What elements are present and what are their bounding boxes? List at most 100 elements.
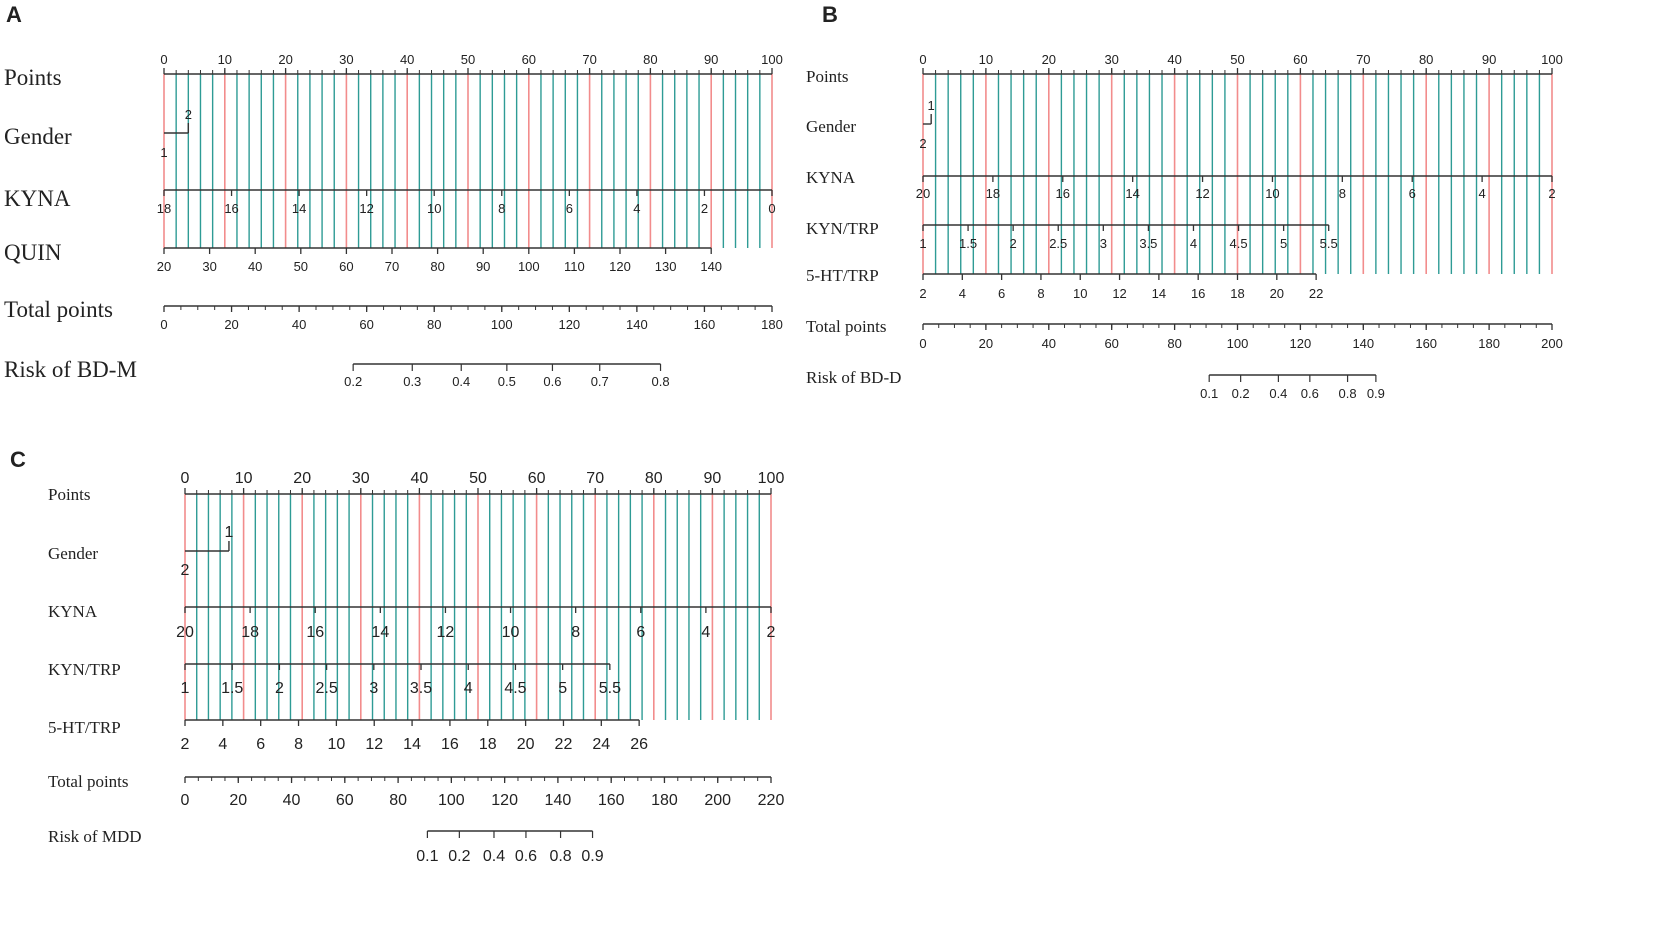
- kyn-trp-tick-label: 3: [1100, 236, 1107, 251]
- row-points: Points 0 10 20 30 40 50 60 70 80 90 100: [48, 470, 784, 504]
- kyna-tick-label: 20: [916, 186, 930, 201]
- row-risk-of-mdd: Risk of MDD 0.1 0.2 0.4 0.6 0.8 0.9: [48, 827, 604, 865]
- quin-tick-label: 80: [430, 259, 444, 274]
- total-points-tick-label: 180: [1478, 336, 1500, 351]
- points-tick-label: 0: [181, 470, 190, 487]
- kyna-tick-label: 8: [1339, 186, 1346, 201]
- panel-label-c: C: [10, 447, 26, 472]
- points-tick-label: 90: [1482, 52, 1496, 67]
- gender-category-label: 1: [160, 145, 167, 160]
- kyna-tick-label: 2: [1548, 186, 1555, 201]
- points-tick-label: 100: [1541, 52, 1563, 67]
- row-label: Points: [806, 67, 849, 86]
- total-points-tick-label: 120: [1290, 336, 1312, 351]
- quin-tick-label: 100: [518, 259, 540, 274]
- points-tick-label: 80: [1419, 52, 1433, 67]
- panel-label-a: A: [6, 2, 22, 27]
- quin-tick-label: 130: [655, 259, 677, 274]
- kyn-trp-tick-label: 3.5: [1139, 236, 1157, 251]
- risk-tick-label: 0.8: [549, 848, 571, 865]
- risk-tick-label: 0.6: [543, 374, 561, 389]
- row-total-points: Total points 0 20 40 60 80 100 120 140 160 180: [4, 297, 783, 332]
- points-tick-label: 0: [919, 52, 926, 67]
- 5-ht-trp-tick-label: 24: [592, 736, 610, 753]
- kyn-trp-tick-label: 4: [464, 680, 473, 697]
- grid-lines: [163, 74, 773, 248]
- total-points-tick-label: 120: [558, 317, 580, 332]
- kyn-trp-tick-label: 4.5: [504, 680, 526, 697]
- row-label: Risk of BD-M: [4, 357, 137, 382]
- row-label: Total points: [4, 297, 113, 322]
- risk-tick-label: 0.4: [483, 848, 505, 865]
- quin-tick-label: 20: [157, 259, 171, 274]
- row-risk-of-bd-d: Risk of BD-D 0.1 0.2 0.4 0.6 0.8 0.9: [806, 368, 1385, 401]
- gender-category-label: 2: [185, 107, 192, 122]
- total-points-tick-label: 0: [160, 317, 167, 332]
- points-tick-label: 100: [758, 470, 785, 487]
- risk-tick-label: 0.9: [1367, 386, 1385, 401]
- kyn-trp-tick-label: 1: [919, 236, 926, 251]
- total-points-tick-label: 160: [598, 792, 625, 809]
- total-points-tick-label: 20: [979, 336, 993, 351]
- points-tick-label: 30: [352, 470, 370, 487]
- quin-tick-label: 40: [248, 259, 262, 274]
- quin-tick-label: 90: [476, 259, 490, 274]
- points-tick-label: 40: [1167, 52, 1181, 67]
- points-tick-label: 70: [586, 470, 604, 487]
- row-label: KYNA: [48, 602, 98, 621]
- gender-category-label: 1: [928, 98, 935, 113]
- total-points-tick-label: 220: [758, 792, 785, 809]
- 5-ht-trp-tick-label: 6: [998, 286, 1005, 301]
- points-tick-label: 50: [461, 52, 475, 67]
- gender-category-label: 1: [224, 524, 233, 541]
- kyn-trp-tick-label: 4.5: [1230, 236, 1248, 251]
- points-tick-label: 40: [411, 470, 429, 487]
- quin-tick-label: 140: [700, 259, 722, 274]
- risk-tick-label: 0.5: [498, 374, 516, 389]
- points-tick-label: 60: [528, 470, 546, 487]
- points-tick-label: 60: [522, 52, 536, 67]
- row-label: Total points: [806, 317, 887, 336]
- row-total-points: Total points 0 20 40 60 80 100 120 140 160 180 200 2…: [48, 772, 784, 809]
- risk-tick-label: 0.7: [591, 374, 609, 389]
- row-kyna: KYNA 18 16 14 12 10 8 6 4 2 0: [4, 186, 776, 216]
- points-tick-label: 70: [582, 52, 596, 67]
- row-points: Points 0 10 20 30 40 50 60 70 80 90 100: [806, 52, 1563, 86]
- quin-tick-label: 50: [294, 259, 308, 274]
- kyna-tick-label: 0: [768, 201, 775, 216]
- 5-ht-trp-tick-label: 22: [555, 736, 573, 753]
- kyna-tick-label: 16: [306, 624, 324, 641]
- row-label: Gender: [806, 117, 856, 136]
- kyn-trp-tick-label: 5.5: [1320, 236, 1338, 251]
- total-points-tick-label: 40: [1042, 336, 1056, 351]
- kyn-trp-tick-label: 5: [558, 680, 567, 697]
- kyna-tick-label: 18: [986, 186, 1000, 201]
- total-points-tick-label: 140: [545, 792, 572, 809]
- points-tick-label: 30: [339, 52, 353, 67]
- 5-ht-trp-tick-label: 16: [441, 736, 459, 753]
- kyna-tick-label: 16: [1056, 186, 1070, 201]
- row-gender: Gender 1 2: [806, 98, 935, 151]
- points-tick-label: 10: [235, 470, 253, 487]
- 5-ht-trp-tick-label: 2: [919, 286, 926, 301]
- quin-tick-label: 70: [385, 259, 399, 274]
- risk-tick-label: 0.8: [651, 374, 669, 389]
- total-points-tick-label: 40: [292, 317, 306, 332]
- points-tick-label: 50: [469, 470, 487, 487]
- points-tick-label: 90: [704, 52, 718, 67]
- gender-category-label: 2: [181, 562, 190, 579]
- risk-tick-label: 0.2: [344, 374, 362, 389]
- total-points-tick-label: 20: [224, 317, 238, 332]
- 5-ht-trp-tick-label: 6: [256, 736, 265, 753]
- total-points-tick-label: 140: [626, 317, 648, 332]
- kyna-tick-label: 14: [371, 624, 389, 641]
- points-tick-label: 80: [643, 52, 657, 67]
- 5-ht-trp-tick-label: 10: [327, 736, 345, 753]
- risk-tick-label: 0.3: [403, 374, 421, 389]
- risk-tick-label: 0.2: [448, 848, 470, 865]
- kyn-trp-tick-label: 1.5: [221, 680, 243, 697]
- 5-ht-trp-tick-label: 20: [517, 736, 535, 753]
- points-tick-label: 10: [218, 52, 232, 67]
